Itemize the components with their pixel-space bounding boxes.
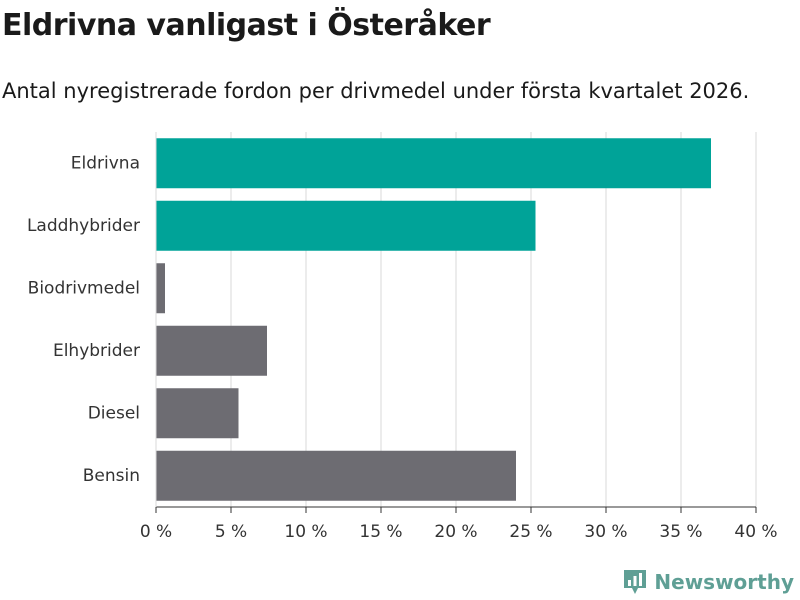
category-label: Elhybrider (53, 341, 140, 361)
bar-bensin (156, 450, 516, 501)
chart-subtitle: Antal nyregistrerade fordon per drivmede… (2, 79, 750, 103)
x-tick-label: 15 % (359, 522, 402, 542)
category-label: Biodrivmedel (28, 278, 140, 298)
bar-diesel (156, 388, 239, 439)
brand-name: Newsworthy (654, 570, 794, 594)
brand-logo: Newsworthy (622, 568, 794, 596)
x-tick-label: 20 % (434, 522, 477, 542)
x-tick-label: 10 % (284, 522, 327, 542)
bar-eldrivna (156, 138, 711, 189)
category-label: Laddhybrider (27, 216, 140, 236)
category-label: Bensin (83, 466, 140, 486)
x-tick-label: 5 % (215, 522, 247, 542)
bar-laddhybrider (156, 200, 536, 251)
x-tick-label: 30 % (584, 522, 627, 542)
bar-biodrivmedel (156, 263, 165, 314)
category-label: Eldrivna (71, 153, 140, 173)
x-tick-label: 40 % (734, 522, 777, 542)
newsworthy-logo-icon (624, 570, 647, 594)
x-tick-label: 25 % (509, 522, 552, 542)
x-tick-label: 35 % (659, 522, 702, 542)
chart-title: Eldrivna vanligast i Österåker (2, 8, 491, 43)
category-label: Diesel (88, 403, 140, 423)
x-tick-label: 0 % (140, 522, 172, 542)
bar-elhybrider (156, 325, 267, 376)
